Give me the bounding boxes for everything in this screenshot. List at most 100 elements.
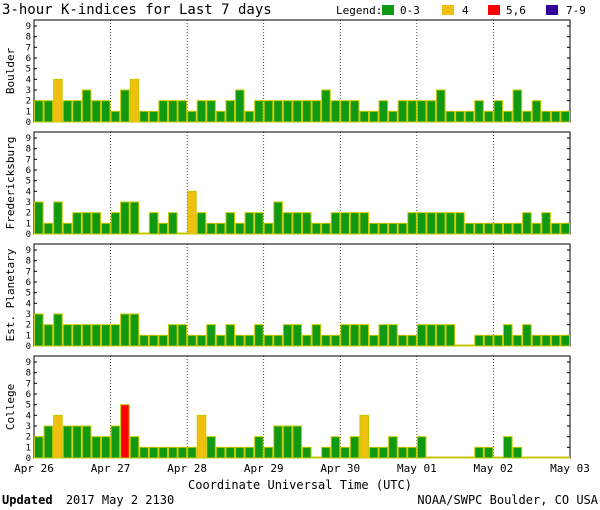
bar <box>541 212 551 235</box>
bar <box>426 100 436 123</box>
x-axis-ticks: Apr 26 Apr 27 Apr 28 Apr 29 Apr 30 May 01 May … <box>14 462 590 475</box>
bar <box>177 324 188 347</box>
bar <box>321 89 331 123</box>
bar <box>225 324 236 347</box>
bar <box>359 414 369 459</box>
panel-label: Boulder <box>4 47 17 94</box>
bar <box>340 446 350 459</box>
bar <box>120 404 130 459</box>
bar <box>388 436 398 459</box>
bar <box>235 334 245 347</box>
bar <box>321 222 331 235</box>
bar <box>101 324 111 347</box>
bar <box>302 100 312 123</box>
bar <box>72 425 82 459</box>
bar <box>426 456 436 459</box>
bar <box>503 436 513 459</box>
bar <box>158 446 169 459</box>
bar <box>168 324 178 347</box>
bar <box>91 324 102 347</box>
bar <box>416 324 427 347</box>
bar <box>302 446 312 459</box>
bar <box>215 334 226 347</box>
bar <box>436 456 446 459</box>
bar <box>330 334 341 347</box>
bar <box>187 334 197 347</box>
bar <box>311 324 322 347</box>
bar <box>349 436 360 459</box>
bar <box>455 212 465 235</box>
bar <box>560 456 571 459</box>
bar <box>263 334 274 347</box>
x-tick-label: May 02 <box>474 462 514 475</box>
bar <box>81 212 92 235</box>
bar <box>244 110 255 123</box>
bar <box>129 78 140 123</box>
bar <box>340 212 350 235</box>
bar <box>522 110 532 123</box>
bar <box>436 324 446 347</box>
bar <box>254 100 264 123</box>
y-tick-label: 8 <box>26 33 31 43</box>
bar <box>158 334 169 347</box>
bar <box>101 100 111 123</box>
bar <box>292 212 302 235</box>
bar <box>110 212 121 235</box>
y-tick-label: 1 <box>26 443 31 453</box>
y-tick-label: 9 <box>26 134 31 144</box>
bar <box>388 222 398 235</box>
legend-label-5-6: 5,6 <box>506 4 526 17</box>
y-tick-label: 1 <box>26 107 31 117</box>
bar <box>244 334 255 347</box>
bar <box>215 222 226 235</box>
bar <box>474 222 484 235</box>
bar <box>110 425 121 459</box>
credit-text: NOAA/SWPC Boulder, CO USA <box>417 493 598 507</box>
bar <box>81 324 92 347</box>
bar <box>225 100 236 123</box>
legend-swatch-7-9 <box>546 5 558 15</box>
bar <box>550 456 561 459</box>
x-tick-label: Apr 28 <box>167 462 207 475</box>
bar <box>263 446 274 459</box>
bar <box>72 100 82 123</box>
bar <box>110 324 121 347</box>
bar <box>388 110 398 123</box>
y-tick-label: 2 <box>26 97 31 107</box>
bar <box>378 324 389 347</box>
y-tick-label: 4 <box>26 411 31 421</box>
y-tick-label: 4 <box>26 187 31 197</box>
y-tick-label: 5 <box>26 289 31 299</box>
bar <box>407 446 417 459</box>
bar <box>445 110 456 123</box>
bar <box>340 324 350 347</box>
panel-label: Fredericksburg <box>4 137 17 230</box>
bar <box>273 425 283 459</box>
y-tick-label: 6 <box>26 278 31 288</box>
bar <box>531 100 542 123</box>
bar <box>302 334 312 347</box>
bar <box>369 110 379 123</box>
bar <box>53 414 63 459</box>
y-tick-label: 8 <box>26 257 31 267</box>
bar <box>512 334 523 347</box>
bar <box>168 212 178 235</box>
bar <box>254 324 264 347</box>
y-tick-label: 0 <box>26 230 31 240</box>
bar <box>330 212 341 235</box>
bar <box>235 222 245 235</box>
bar <box>129 313 140 347</box>
bar <box>321 334 331 347</box>
bar <box>120 201 130 235</box>
bar <box>148 446 159 459</box>
bar <box>493 100 503 123</box>
bar <box>455 456 465 459</box>
y-tick-label: 8 <box>26 145 31 155</box>
y-tick-label: 2 <box>26 209 31 219</box>
y-tick-label: 5 <box>26 177 31 187</box>
x-tick-label: Apr 29 <box>244 462 284 475</box>
bar <box>522 456 532 459</box>
bar <box>168 100 178 123</box>
